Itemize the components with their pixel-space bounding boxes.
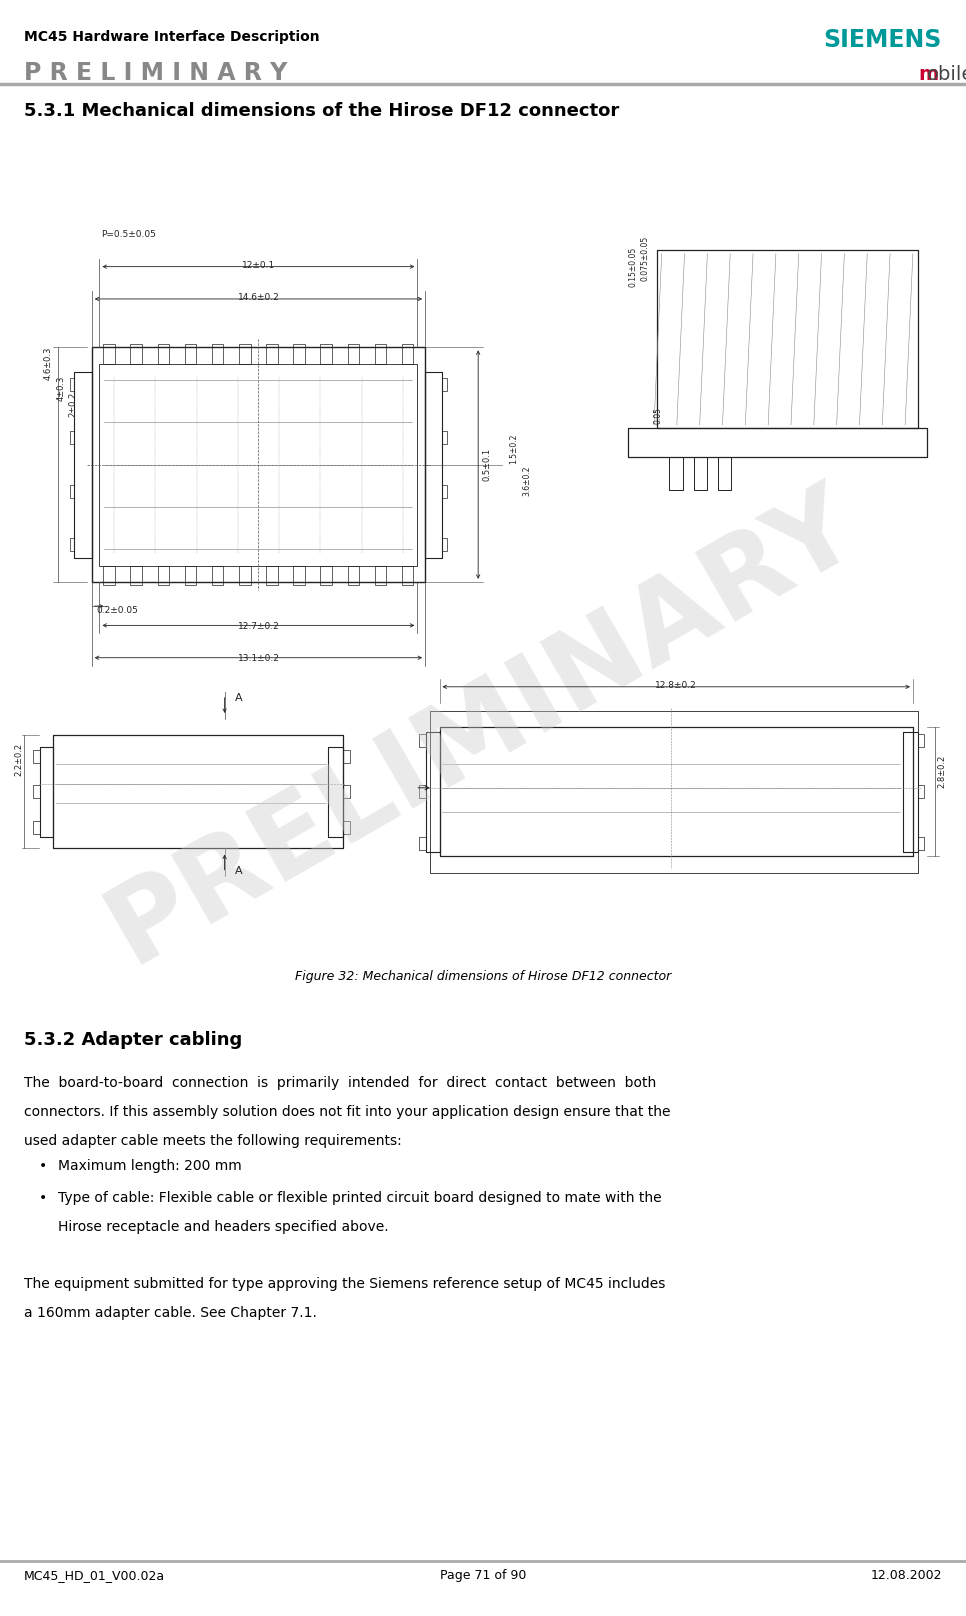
Text: 0.2±0.05: 0.2±0.05 — [97, 606, 138, 616]
Text: 3.6±0.2: 3.6±0.2 — [522, 465, 531, 496]
Text: 12.08.2002: 12.08.2002 — [870, 1569, 942, 1582]
Text: 12.7±0.2: 12.7±0.2 — [238, 622, 279, 632]
Text: obile: obile — [927, 65, 966, 84]
Text: used adapter cable meets the following requirements:: used adapter cable meets the following r… — [24, 1134, 402, 1149]
Text: m: m — [919, 65, 939, 84]
Text: a 160mm adapter cable. See Chapter 7.1.: a 160mm adapter cable. See Chapter 7.1. — [24, 1306, 317, 1320]
Text: •: • — [39, 1159, 47, 1173]
Text: 14.6±0.2: 14.6±0.2 — [238, 292, 279, 302]
Text: 12.8±0.2: 12.8±0.2 — [655, 680, 697, 690]
Text: 2±0.2: 2±0.2 — [68, 391, 77, 417]
Text: MC45 Hardware Interface Description: MC45 Hardware Interface Description — [24, 29, 320, 44]
Text: 13.1±0.2: 13.1±0.2 — [238, 654, 279, 664]
Text: P=0.5±0.05: P=0.5±0.05 — [101, 229, 156, 239]
Text: 0.05: 0.05 — [653, 407, 663, 423]
Text: Figure 32: Mechanical dimensions of Hirose DF12 connector: Figure 32: Mechanical dimensions of Hiro… — [295, 970, 671, 983]
Text: Type of cable: Flexible cable or flexible printed circuit board designed to mate: Type of cable: Flexible cable or flexibl… — [58, 1191, 662, 1206]
Text: P R E L I M I N A R Y: P R E L I M I N A R Y — [24, 61, 288, 86]
Text: Maximum length: 200 mm: Maximum length: 200 mm — [58, 1159, 242, 1173]
Text: A: A — [236, 693, 242, 703]
Text: A: A — [236, 866, 242, 876]
Text: 0.075±0.05: 0.075±0.05 — [640, 236, 650, 281]
Text: 2.8±0.2: 2.8±0.2 — [937, 755, 947, 789]
Text: 12±0.1: 12±0.1 — [242, 260, 275, 270]
Text: 0.15±0.05: 0.15±0.05 — [628, 247, 638, 286]
Text: Hirose receptacle and headers specified above.: Hirose receptacle and headers specified … — [58, 1220, 388, 1235]
Text: 0.5±0.1: 0.5±0.1 — [482, 448, 491, 482]
Text: The equipment submitted for type approving the Siemens reference setup of MC45 i: The equipment submitted for type approvi… — [24, 1277, 666, 1291]
Text: •: • — [39, 1191, 47, 1206]
Text: MC45_HD_01_V00.02a: MC45_HD_01_V00.02a — [24, 1569, 165, 1582]
Text: PRELIMINARY: PRELIMINARY — [90, 469, 876, 986]
Text: 4±0.3: 4±0.3 — [56, 375, 66, 401]
Text: 5.3.2 Adapter cabling: 5.3.2 Adapter cabling — [24, 1031, 242, 1049]
Text: Page 71 of 90: Page 71 of 90 — [440, 1569, 526, 1582]
Text: 1.5±0.2: 1.5±0.2 — [509, 433, 519, 464]
Text: SIEMENS: SIEMENS — [823, 27, 942, 52]
Text: 2.2±0.2: 2.2±0.2 — [14, 743, 24, 776]
Text: 4.6±0.3: 4.6±0.3 — [43, 347, 53, 380]
Text: The  board-to-board  connection  is  primarily  intended  for  direct  contact  : The board-to-board connection is primari… — [24, 1076, 657, 1091]
Text: connectors. If this assembly solution does not fit into your application design : connectors. If this assembly solution do… — [24, 1105, 670, 1120]
Text: 5.3.1 Mechanical dimensions of the Hirose DF12 connector: 5.3.1 Mechanical dimensions of the Hiros… — [24, 102, 619, 120]
